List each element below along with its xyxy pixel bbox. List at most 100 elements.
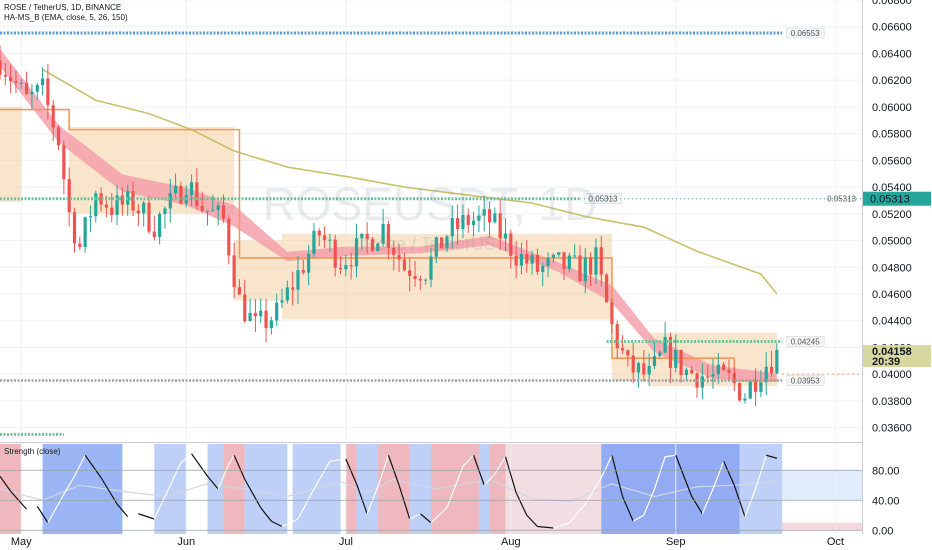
current-price-label: 0.04158	[872, 346, 912, 358]
strength-segment	[584, 477, 602, 505]
candle-body	[19, 82, 23, 84]
strength-segment	[26, 505, 38, 510]
price-tick-label: 0.05000	[872, 236, 912, 248]
candle-body	[764, 366, 768, 383]
price-tick-label: 0.04000	[872, 369, 912, 381]
candle-body	[578, 255, 582, 282]
candle-body	[30, 91, 34, 95]
oscillator-tick-label: 0.00	[872, 525, 893, 537]
candle-body	[72, 212, 77, 244]
candle-body	[78, 243, 82, 247]
candle-body	[333, 239, 337, 268]
strength-segment	[63, 475, 76, 495]
candle-body	[136, 210, 140, 214]
price-tick-label: 0.05200	[872, 209, 912, 221]
candle-body	[610, 302, 614, 325]
indicator-title: HA-MS_B (EMA, close, 5, 26, 150)	[4, 13, 128, 22]
candle-body	[626, 350, 630, 356]
candle-body	[535, 254, 540, 272]
candle-body	[642, 363, 646, 375]
candle-body	[275, 302, 279, 321]
candle-body	[189, 182, 194, 196]
candle-body	[227, 218, 231, 256]
strength-segment	[84, 454, 102, 479]
candle-body	[392, 247, 396, 255]
strength-segment	[244, 478, 262, 509]
watermark-symbol: ROSEUSDT, 1D	[263, 178, 598, 230]
level-tag	[785, 375, 825, 386]
candle-body	[259, 310, 263, 317]
strength-segment	[691, 496, 703, 515]
candle-body	[317, 230, 321, 236]
oscillator-tick-label: 80.00	[872, 465, 900, 477]
price-tick-label: 0.06200	[872, 75, 912, 87]
oscillator-band	[505, 444, 602, 534]
candle-body	[280, 300, 284, 303]
strength-segment	[116, 503, 129, 518]
candle-body	[131, 191, 135, 211]
time-tick-label: May	[11, 536, 32, 548]
candle-body	[557, 252, 561, 255]
candle-body	[40, 78, 45, 85]
candle-body	[748, 381, 752, 399]
oscillator-band	[244, 444, 288, 534]
candle-body	[381, 224, 385, 244]
strength-segment	[653, 456, 666, 490]
candle-body	[525, 253, 529, 264]
candle-body	[769, 366, 774, 374]
price-tick-label: 0.03800	[872, 396, 912, 408]
watermark-subtitle: Rose / TetherUS	[364, 234, 496, 254]
candle-body	[727, 369, 731, 373]
candle-body	[647, 366, 651, 375]
candle-body	[668, 336, 673, 368]
strength-segment	[568, 503, 586, 524]
level-tag	[785, 27, 825, 39]
strength-segment	[281, 518, 299, 528]
candle-body	[732, 372, 736, 384]
last-price-left-label: 0.05313	[827, 195, 856, 204]
candle-body	[567, 255, 571, 269]
price-tick-label: 0.04800	[872, 262, 912, 274]
candle-body	[445, 236, 449, 249]
strength-segment	[271, 520, 283, 528]
candle-body	[285, 287, 289, 301]
candle-body	[168, 193, 172, 209]
strength-segment	[409, 513, 421, 520]
candle-body	[604, 274, 609, 303]
candle-body	[56, 127, 61, 146]
strength-segment	[733, 485, 746, 517]
candle-body	[338, 267, 343, 270]
candle-body	[551, 254, 555, 258]
last-price-tag	[863, 191, 931, 206]
range-line	[0, 108, 777, 382]
candle-body	[67, 179, 71, 213]
candle-body	[652, 355, 657, 367]
candle-body	[83, 217, 87, 247]
price-tick-label: 0.06400	[872, 48, 912, 60]
strength-segment	[483, 473, 496, 486]
candle-body	[759, 382, 763, 392]
last-price-tag-label: 0.05313	[870, 194, 910, 206]
candle-body	[503, 233, 508, 239]
candle-body	[706, 376, 710, 378]
strength-segment	[675, 455, 693, 497]
candle-body	[354, 238, 359, 267]
candle-body	[370, 239, 375, 251]
candle-body	[418, 278, 422, 281]
candle-body	[477, 215, 481, 221]
strength-segment	[164, 462, 182, 497]
strength-segment	[36, 505, 49, 524]
candle-body	[253, 312, 258, 317]
candle-body	[583, 257, 587, 282]
candle-body	[775, 349, 779, 374]
oscillator-band	[478, 444, 490, 534]
candle-body	[408, 270, 412, 276]
strength-segment	[611, 455, 624, 497]
oscillator-band	[377, 444, 410, 534]
strength-segment	[377, 455, 390, 487]
candle-body	[541, 265, 545, 272]
candle-body	[349, 265, 353, 267]
strength-segment	[744, 488, 757, 517]
candle-body	[322, 235, 327, 240]
